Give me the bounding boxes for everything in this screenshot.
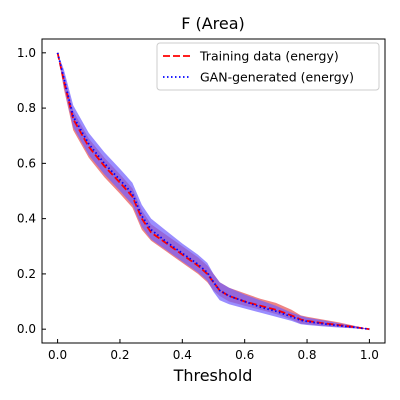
legend-box [156,42,380,91]
legend: Training data (energy) GAN-generated (ene… [156,42,380,91]
series-lines [56,52,370,331]
y-tick-label: 0.6 [17,156,36,170]
plot-frame [41,38,386,344]
band-series-1 [57,52,370,330]
legend-label-1: GAN-generated (energy) [200,70,354,85]
y-tick-label: 0.0 [17,322,36,336]
y-tick-label: 0.8 [17,101,36,115]
chart-title: F (Area) [181,14,245,33]
x-tick-label: 0.0 [48,348,67,362]
x-tick-label: 0.8 [297,348,316,362]
y-tick-label: 1.0 [17,46,36,60]
x-axis-label: Threshold [173,366,253,385]
y-tick-label: 0.2 [17,267,36,281]
x-axis-ticks: 0.0 0.2 0.4 0.6 0.8 1.0 [48,339,379,362]
line-series-1 [56,52,370,331]
x-tick-label: 0.6 [235,348,254,362]
y-tick-label: 0.4 [17,212,36,226]
legend-label-0: Training data (energy) [199,49,339,64]
x-tick-label: 0.2 [110,348,129,362]
x-tick-label: 0.4 [173,348,192,362]
x-tick-label: 1.0 [360,348,379,362]
confidence-bands [57,52,370,330]
y-axis-ticks: 0.0 0.2 0.4 0.6 0.8 1.0 [17,46,46,336]
